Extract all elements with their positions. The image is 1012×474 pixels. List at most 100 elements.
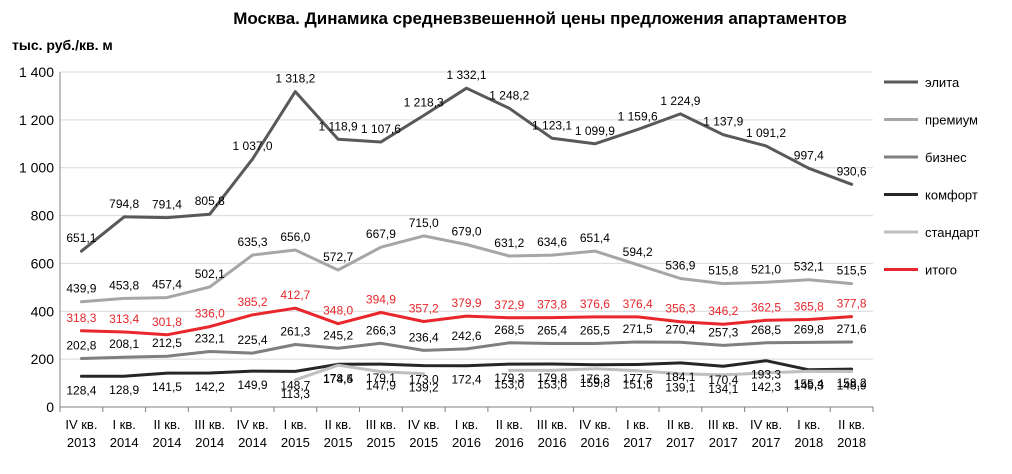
grid [59, 71, 873, 408]
data-label: 635,3 [238, 235, 268, 249]
x-tick-label: 2015 [366, 435, 395, 450]
data-label: 356,3 [665, 302, 695, 316]
x-tick-label: 2015 [281, 435, 310, 450]
data-label: 1 159,6 [618, 110, 658, 124]
data-label: 265,5 [580, 323, 610, 337]
data-label: 172,4 [451, 373, 481, 387]
data-label: 715,0 [409, 216, 439, 230]
x-tick-label: 2015 [409, 435, 438, 450]
data-label: 147,9 [366, 379, 396, 393]
data-label: 794,8 [109, 197, 139, 211]
data-label: 128,4 [66, 383, 96, 397]
series-line [293, 363, 854, 382]
x-tick-label: IV кв. [65, 417, 97, 432]
data-label: 997,4 [794, 148, 824, 162]
data-label: 594,2 [623, 245, 653, 259]
data-label: 385,2 [238, 295, 268, 309]
x-tick-label: 2017 [623, 435, 652, 450]
x-tick-label: II кв. [325, 417, 352, 432]
data-label: 439,9 [66, 282, 96, 296]
data-label: 373,8 [537, 298, 567, 312]
x-tick-label: 2016 [538, 435, 567, 450]
data-labels: 651,1 794,8 791,4 805,8 1 037,0 1 318,2 1 118,… [66, 68, 867, 401]
data-label: 151,6 [623, 378, 653, 392]
data-label: 141,5 [152, 380, 182, 394]
x-tick-label: 2017 [709, 435, 738, 450]
x-tick-label: II кв. [153, 417, 180, 432]
x-tick-label: 2016 [495, 435, 524, 450]
data-label: 656,0 [280, 230, 310, 244]
legend-label: премиум [925, 113, 978, 128]
x-tick-label: IV кв. [750, 417, 782, 432]
data-label: 261,3 [280, 324, 310, 338]
data-label: 1 037,0 [233, 139, 273, 153]
data-label: 412,7 [280, 288, 310, 302]
data-label: 1 091,2 [746, 126, 786, 140]
data-label: 128,9 [109, 383, 139, 397]
data-label: 212,5 [152, 336, 182, 350]
x-tick-label: II кв. [496, 417, 523, 432]
data-label: 153,0 [494, 377, 524, 391]
legend-label: комфорт [925, 188, 978, 203]
data-label: 232,1 [195, 331, 225, 345]
data-label: 266,3 [366, 323, 396, 337]
x-tick-label: 2017 [666, 435, 695, 450]
data-label: 174,5 [323, 372, 353, 386]
data-label: 269,8 [794, 322, 824, 336]
data-label: 184,1 [665, 370, 695, 384]
data-label: 1 248,2 [489, 88, 529, 102]
x-tick-label: 2014 [238, 435, 267, 450]
x-tick-label: 2013 [67, 435, 96, 450]
data-label: 179,8 [537, 371, 567, 385]
data-label: 365,8 [794, 299, 824, 313]
data-label: 170,4 [708, 373, 738, 387]
data-label: 362,5 [751, 300, 781, 314]
data-label: 379,9 [451, 296, 481, 310]
x-tick-label: IV кв. [408, 417, 440, 432]
data-label: 148,9 [837, 378, 867, 392]
y-tick-label: 600 [31, 255, 55, 271]
data-label: 1 218,3 [404, 95, 444, 109]
x-tick-label: III кв. [194, 417, 225, 432]
data-label: 377,8 [837, 297, 867, 311]
data-label: 791,4 [152, 198, 182, 212]
data-label: 1 137,9 [703, 115, 743, 129]
x-tick-label: 2016 [580, 435, 609, 450]
x-tick-label: IV кв. [236, 417, 268, 432]
y-tick-label: 400 [31, 303, 55, 319]
data-label: 142,3 [751, 380, 781, 394]
data-label: 1 099,9 [575, 124, 615, 138]
data-label: 301,8 [152, 315, 182, 329]
data-label: 357,2 [409, 302, 439, 316]
data-label: 268,5 [494, 323, 524, 337]
data-label: 245,2 [323, 328, 353, 342]
data-label: 394,9 [366, 293, 396, 307]
x-tick-label: 2018 [794, 435, 823, 450]
y-tick-label: 800 [31, 208, 55, 224]
data-label: 667,9 [366, 227, 396, 241]
data-label: 521,0 [751, 262, 781, 276]
data-label: 651,1 [66, 231, 96, 245]
series-line [79, 359, 854, 378]
data-label: 225,4 [238, 333, 268, 347]
data-label: 176,3 [580, 372, 610, 386]
data-label: 149,9 [238, 378, 268, 392]
x-tick-label: IV кв. [579, 417, 611, 432]
legend-label: стандарт [925, 225, 979, 240]
data-label: 179,3 [494, 371, 524, 385]
x-tick-label: I кв. [284, 417, 307, 432]
data-label: 502,1 [195, 267, 225, 281]
data-label: 155,4 [794, 377, 824, 391]
data-label: 1 332,1 [446, 68, 486, 82]
data-label: 113,3 [281, 387, 310, 401]
data-label: 805,8 [195, 194, 225, 208]
data-label: 139,1 [665, 381, 695, 395]
data-label: 271,5 [623, 322, 653, 336]
data-label: 270,4 [665, 322, 695, 336]
x-tick-label: II кв. [667, 417, 694, 432]
data-label: 142,2 [195, 380, 225, 394]
data-label: 457,4 [152, 278, 182, 292]
y-tick-label: 1 000 [19, 160, 54, 176]
